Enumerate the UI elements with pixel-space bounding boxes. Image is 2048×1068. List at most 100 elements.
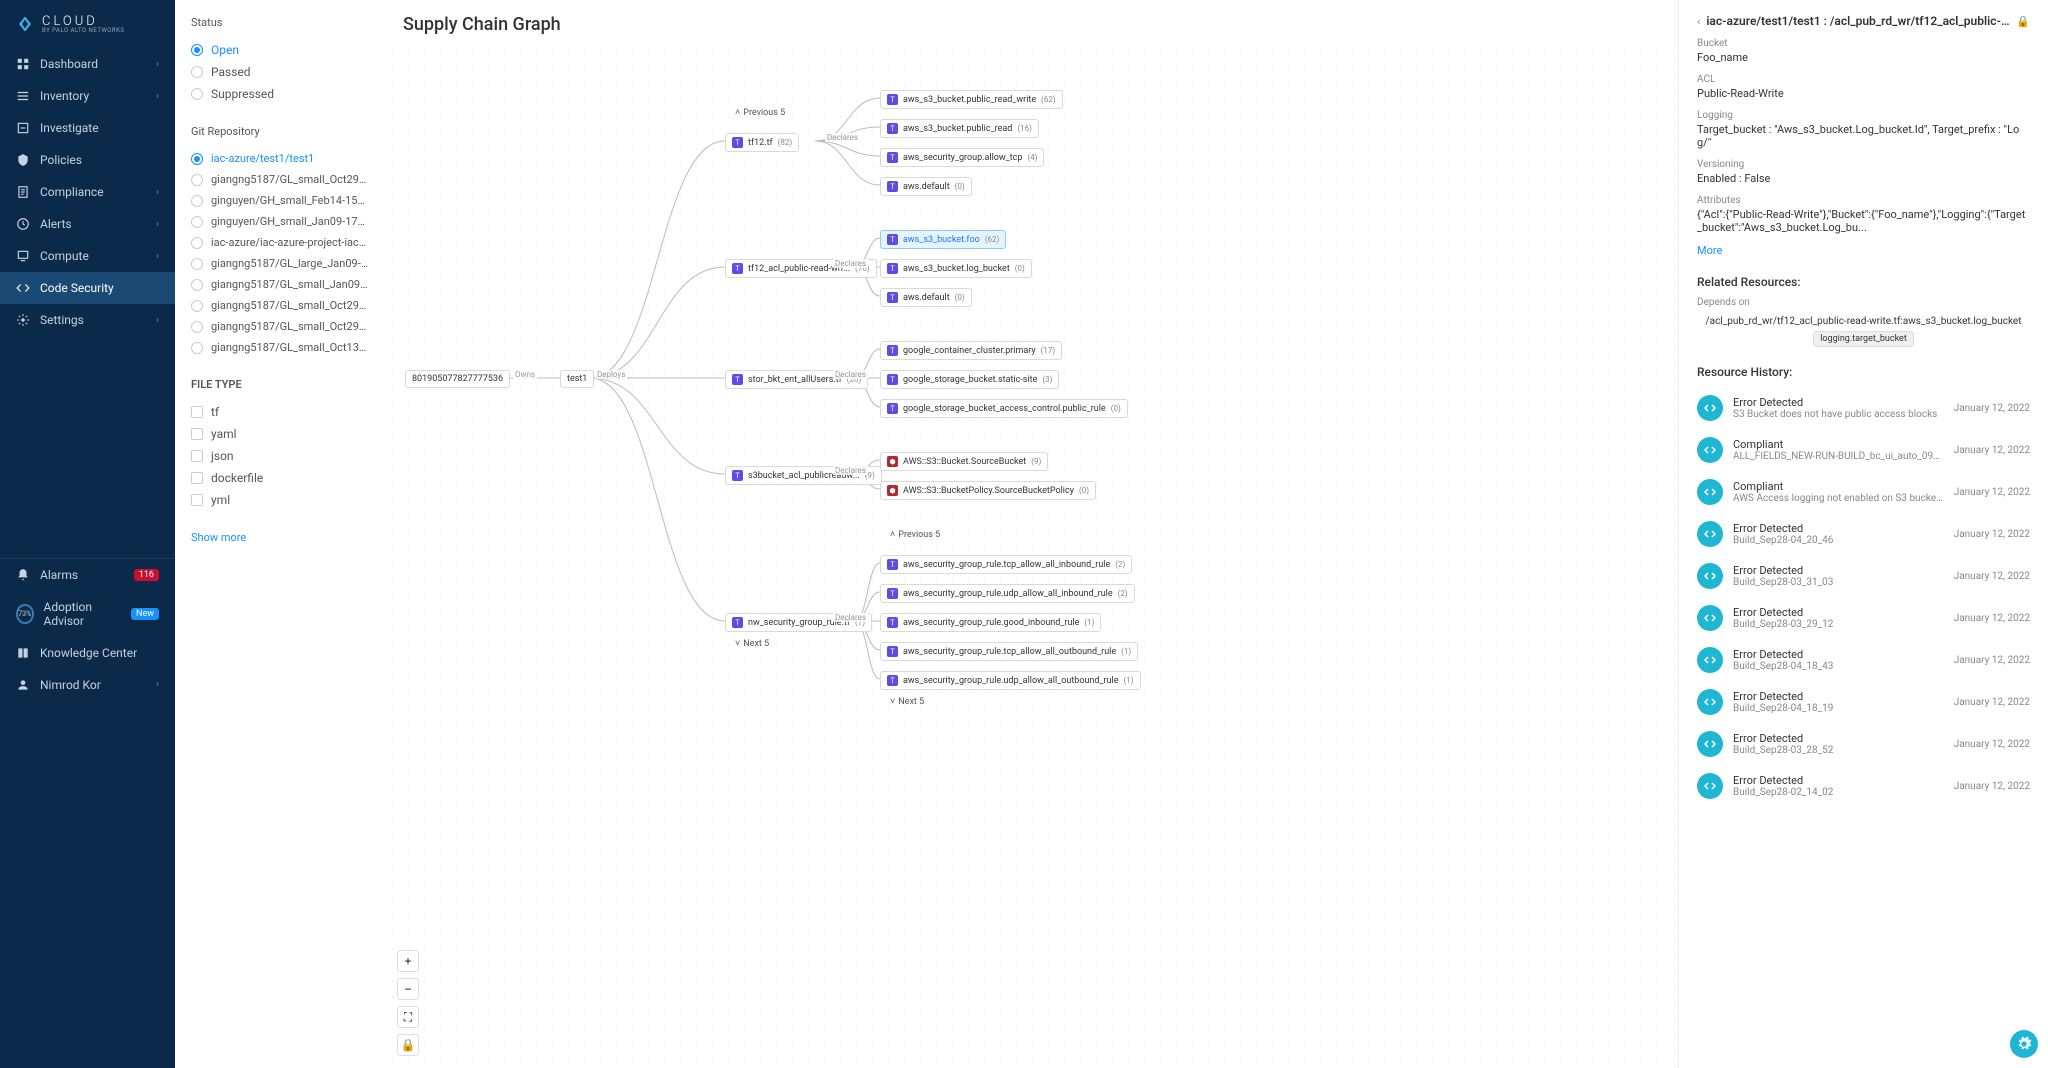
history-item[interactable]: Error DetectedBuild_Sep28-04_18_43Januar… (1697, 639, 2030, 681)
adoption-pct-icon: 73% (16, 604, 34, 624)
graph-file-node[interactable]: Ttf12.tf(82) (725, 133, 799, 152)
history-title: Error Detected (1733, 732, 1944, 745)
graph-controls: + − ⛶ 🔒 (397, 950, 419, 1056)
repo-option[interactable]: ginguyen/GH_small_Feb14-15_38_01 (191, 190, 369, 211)
nav-label: Settings (40, 313, 84, 327)
nav-item-alerts[interactable]: Alerts› (0, 208, 175, 240)
depends-tag[interactable]: logging.target_bucket (1813, 331, 1914, 347)
collapse-icon[interactable]: ‹ (1697, 15, 1700, 28)
nav-item-alarms[interactable]: Alarms116 (0, 559, 175, 591)
history-item[interactable]: CompliantALL_FIELDS_NEW-RUN-BUILD_bc_ui_… (1697, 429, 2030, 471)
nav-item-investigate[interactable]: Investigate (0, 112, 175, 144)
nav-item-code-security[interactable]: Code Security (0, 272, 175, 304)
node-label: google_container_cluster.primary (903, 346, 1036, 356)
filetype-option-json[interactable]: json (191, 445, 369, 467)
compliance-icon (16, 185, 30, 199)
history-item[interactable]: Error DetectedS3 Bucket does not have pu… (1697, 387, 2030, 429)
graph-project-node[interactable]: test1 (560, 370, 594, 388)
more-link[interactable]: More (1697, 244, 2030, 257)
status-option-passed[interactable]: Passed (191, 61, 369, 83)
repo-option[interactable]: giangng5187/GL_small_Oct29-14_09_32 (191, 295, 369, 316)
graph-resource-node[interactable]: ⬢AWS::S3::Bucket.SourceBucket(9) (880, 452, 1048, 471)
lock-button[interactable]: 🔒 (397, 1034, 419, 1056)
status-filter: Status OpenPassedSuppressed (191, 16, 369, 105)
node-label: aws_security_group_rule.tcp_allow_all_ou… (903, 647, 1116, 657)
repo-option[interactable]: giangng5187/GL_small_Oct29-14_09_39 (191, 316, 369, 337)
graph-resource-node[interactable]: Taws.default(0) (880, 177, 972, 196)
graph-resource-node[interactable]: Taws_security_group_rule.good_inbound_ru… (880, 613, 1101, 632)
repo-option[interactable]: giangng5187/GL_small_Oct29-14_09_43 (191, 169, 369, 190)
graph-resource-node[interactable]: Taws_security_group.allow_tcp(4) (880, 148, 1044, 167)
history-item[interactable]: Error DetectedBuild_Sep28-03_29_12Januar… (1697, 597, 2030, 639)
zoom-in-button[interactable]: + (397, 950, 419, 972)
repo-option[interactable]: iac-azure/iac-azure-project-iac-github/i… (191, 232, 369, 253)
related-title: Related Resources: (1697, 275, 2030, 289)
nav-item-compute[interactable]: Compute› (0, 240, 175, 272)
history-item[interactable]: Error DetectedBuild_Sep28-04_20_46Januar… (1697, 513, 2030, 555)
filetype-option-tf[interactable]: tf (191, 401, 369, 423)
tf-icon: T (887, 345, 898, 356)
option-label: yml (211, 493, 230, 507)
history-sub: Build_Sep28-03_29_12 (1733, 619, 1944, 630)
repo-option[interactable]: giangng5187/GL_small_Jan09-15_37_43 (191, 274, 369, 295)
nav-item-policies[interactable]: Policies (0, 144, 175, 176)
tf-icon: T (887, 403, 898, 414)
pager-down[interactable]: ˅Next 5 (890, 696, 924, 707)
filetype-option-dockerfile[interactable]: dockerfile (191, 467, 369, 489)
graph-resource-node[interactable]: Tgoogle_storage_bucket.static-site(3) (880, 370, 1059, 389)
history-item[interactable]: Error DetectedBuild_Sep28-02_14_02Januar… (1697, 765, 2030, 807)
node-count: (62) (1041, 95, 1056, 104)
repo-option[interactable]: ginguyen/GH_small_Jan09-17_25_31 (191, 211, 369, 232)
status-option-suppressed[interactable]: Suppressed (191, 83, 369, 105)
edge-label: Declares (833, 370, 868, 379)
repo-option[interactable]: giangng5187/GL_small_Oct13-07_24_49 (191, 337, 369, 358)
history-item[interactable]: Error DetectedBuild_Sep28-03_31_03Januar… (1697, 555, 2030, 597)
filetype-option-yml[interactable]: yml (191, 489, 369, 511)
nav-item-inventory[interactable]: Inventory› (0, 80, 175, 112)
pager-down[interactable]: ˅Next 5 (735, 638, 769, 649)
help-fab[interactable] (2010, 1030, 2038, 1058)
graph-resource-node[interactable]: Taws_s3_bucket.public_read(16) (880, 119, 1039, 138)
option-label: dockerfile (211, 471, 263, 485)
graph-resource-node[interactable]: Taws_security_group_rule.udp_allow_all_o… (880, 671, 1141, 690)
graph-resource-node[interactable]: Taws_s3_bucket.log_bucket(0) (880, 259, 1032, 278)
graph-resource-node[interactable]: ⬢AWS::S3::BucketPolicy.SourceBucketPolic… (880, 481, 1096, 500)
graph-resource-node[interactable]: Tgoogle_storage_bucket_access_control.pu… (880, 399, 1128, 418)
nav-item-adoption-advisor[interactable]: 73%Adoption AdvisorNew (0, 591, 175, 637)
graph-resource-node[interactable]: Taws.default(0) (880, 288, 972, 307)
show-more-link[interactable]: Show more (191, 531, 369, 544)
history-sub: S3 Bucket does not have public access bl… (1733, 409, 1944, 420)
graph-resource-node[interactable]: Taws_s3_bucket.public_read_write(62) (880, 90, 1063, 109)
graph-resource-node[interactable]: Taws_security_group_rule.udp_allow_all_i… (880, 584, 1135, 603)
pager-up[interactable]: ˄Previous 5 (735, 107, 785, 118)
tf-icon: T (887, 588, 898, 599)
nav-item-dashboard[interactable]: Dashboard› (0, 48, 175, 80)
zoom-out-button[interactable]: − (397, 978, 419, 1000)
status-option-open[interactable]: Open (191, 39, 369, 61)
repo-option[interactable]: iac-azure/test1/test1 (191, 148, 369, 169)
graph-canvas[interactable]: 801905077827777536test1Ttf12.tf(82)Ttf12… (385, 45, 1678, 1068)
history-title: Compliant (1733, 438, 1944, 451)
pager-up[interactable]: ˄Previous 5 (890, 529, 940, 540)
graph-resource-node[interactable]: Tgoogle_container_cluster.primary(17) (880, 341, 1062, 360)
nav-label: Adoption Advisor (44, 600, 122, 628)
graph-resource-node[interactable]: Taws_s3_bucket.foo(62) (880, 230, 1006, 249)
nav-item-compliance[interactable]: Compliance› (0, 176, 175, 208)
graph-root-node[interactable]: 801905077827777536 (405, 370, 510, 388)
graph-resource-node[interactable]: Taws_security_group_rule.tcp_allow_all_i… (880, 555, 1132, 574)
graph-resource-node[interactable]: Taws_security_group_rule.tcp_allow_all_o… (880, 642, 1138, 661)
node-label: aws_security_group_rule.udp_allow_all_ou… (903, 676, 1119, 686)
nav-item-settings[interactable]: Settings › (0, 304, 175, 336)
chevron-right-icon: › (156, 315, 159, 326)
history-item[interactable]: CompliantAWS Access logging not enabled … (1697, 471, 2030, 513)
nav-item-nimrod-kor[interactable]: Nimrod Kor› (0, 669, 175, 701)
history-date: January 12, 2022 (1954, 613, 2030, 624)
repo-option[interactable]: giangng5187/GL_large_Jan09-15_37_49 (191, 253, 369, 274)
nav-item-knowledge-center[interactable]: Knowledge Center (0, 637, 175, 669)
history-item[interactable]: Error DetectedBuild_Sep28-03_28_52Januar… (1697, 723, 2030, 765)
history-item[interactable]: Error DetectedBuild_Sep28-04_18_19Januar… (1697, 681, 2030, 723)
fit-button[interactable]: ⛶ (397, 1006, 419, 1028)
node-label: aws.default (903, 182, 950, 192)
filetype-option-yaml[interactable]: yaml (191, 423, 369, 445)
option-label: tf (211, 405, 219, 419)
